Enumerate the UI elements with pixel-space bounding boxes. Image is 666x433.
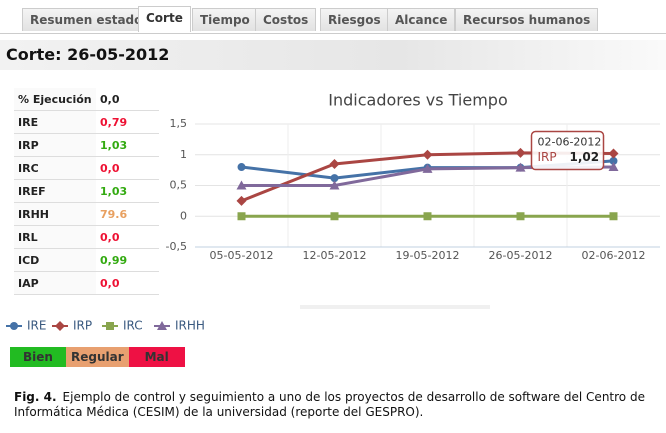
table-row: IREF 1,03 <box>14 179 159 203</box>
row-value: 0,99 <box>96 248 159 272</box>
x-tick-label: 02-06-2012 <box>582 249 646 262</box>
indicator-table: % Ejecución 0,0 IRE 0,79 IRP 1,03 IRC 0,0 IREF 1,… <box>14 88 159 295</box>
row-label: IRHH <box>14 202 96 226</box>
point <box>55 321 65 331</box>
row-label: IRC <box>14 156 96 180</box>
y-tick-label: 0,5 <box>170 179 188 192</box>
table-row: IRHH 79.6 <box>14 202 159 226</box>
caption: Fig. 4. Ejemplo de control y seguimiento … <box>14 390 659 420</box>
tooltip <box>530 130 605 171</box>
legend-label: IRHH <box>175 319 205 333</box>
point <box>157 321 167 330</box>
caption-text: Ejemplo de control y seguimiento a uno d… <box>14 390 645 419</box>
tooltip-category: 02-06-2012 <box>538 136 602 149</box>
point <box>423 212 432 221</box>
point <box>330 212 339 221</box>
status-item: Regular <box>66 347 129 367</box>
point <box>10 322 18 330</box>
point <box>237 212 246 221</box>
point <box>608 148 619 159</box>
row-value: 79.6 <box>96 202 159 226</box>
table-row: IRL 0,0 <box>14 225 159 249</box>
row-value: 0,0 <box>96 88 159 111</box>
tab[interactable]: Recursos humanos <box>455 8 599 31</box>
y-tick-label: 1,5 <box>170 117 188 130</box>
tab[interactable]: Costos <box>255 8 317 31</box>
table-row: IRC 0,0 <box>14 156 159 180</box>
row-label: % Ejecución <box>14 88 96 111</box>
row-label: ICD <box>14 248 96 272</box>
point <box>515 147 526 158</box>
tooltip-series: IRP <box>538 150 557 164</box>
navigator-bar <box>300 305 490 309</box>
row-value: 0,0 <box>96 271 159 295</box>
y-tick-label: -0,5 <box>166 240 187 253</box>
table-row: ICD 0,99 <box>14 248 159 272</box>
legend-label: IRP <box>73 319 92 333</box>
row-label: IRE <box>14 110 96 134</box>
chart-title: Indicadores vs Tiempo <box>328 91 508 110</box>
point <box>237 163 246 172</box>
row-value: 0,0 <box>96 156 159 180</box>
point <box>516 212 525 221</box>
row-label: IAP <box>14 271 96 295</box>
point <box>330 174 339 183</box>
tooltip-value: 1,02 <box>570 150 600 164</box>
row-value: 0,79 <box>96 110 159 134</box>
point <box>329 180 340 190</box>
status-item: Mal <box>128 347 185 367</box>
point <box>422 149 433 160</box>
x-tick-label: 05-05-2012 <box>210 249 274 262</box>
row-label: IREF <box>14 179 96 203</box>
table-row: IRE 0,79 <box>14 110 159 134</box>
point <box>609 212 618 221</box>
table-row: IRP 1,03 <box>14 133 159 157</box>
tab[interactable]: Riesgos <box>320 8 389 31</box>
y-tick-label: 0 <box>180 209 187 222</box>
tab[interactable]: Corte <box>138 6 191 32</box>
point <box>422 163 433 173</box>
status-item: Bien <box>10 347 66 367</box>
x-tick-label: 26-05-2012 <box>489 249 553 262</box>
point <box>608 162 619 172</box>
row-label: IRL <box>14 225 96 249</box>
tab[interactable]: Tiempo <box>192 8 258 31</box>
row-label: IRP <box>14 133 96 157</box>
point <box>106 322 114 330</box>
point <box>515 162 526 172</box>
caption-label: Fig. 4. <box>14 390 57 404</box>
x-tick-label: 19-05-2012 <box>396 249 460 262</box>
point <box>236 180 247 190</box>
y-tick-label: 1 <box>180 148 187 161</box>
point <box>609 156 618 165</box>
status-legend: Bien Regular Mal <box>10 347 185 367</box>
tab[interactable]: Alcance <box>387 8 456 31</box>
row-value: 1,03 <box>96 179 159 203</box>
legend-label: IRC <box>123 319 143 333</box>
table-row: % Ejecución 0,0 <box>14 88 159 111</box>
point <box>236 195 247 206</box>
tab[interactable]: Resumen estado <box>22 8 151 31</box>
tab-bar: Resumen estado Corte Tiempo Costos Riesgos Al… <box>0 0 666 34</box>
row-value: 1,03 <box>96 133 159 157</box>
x-tick-label: 12-05-2012 <box>303 249 367 262</box>
point <box>329 158 340 169</box>
table-row: IAP 0,0 <box>14 271 159 295</box>
row-value: 0,0 <box>96 225 159 249</box>
legend-label: IRE <box>27 319 46 333</box>
header: Corte: 26-05-2012 <box>0 40 666 70</box>
